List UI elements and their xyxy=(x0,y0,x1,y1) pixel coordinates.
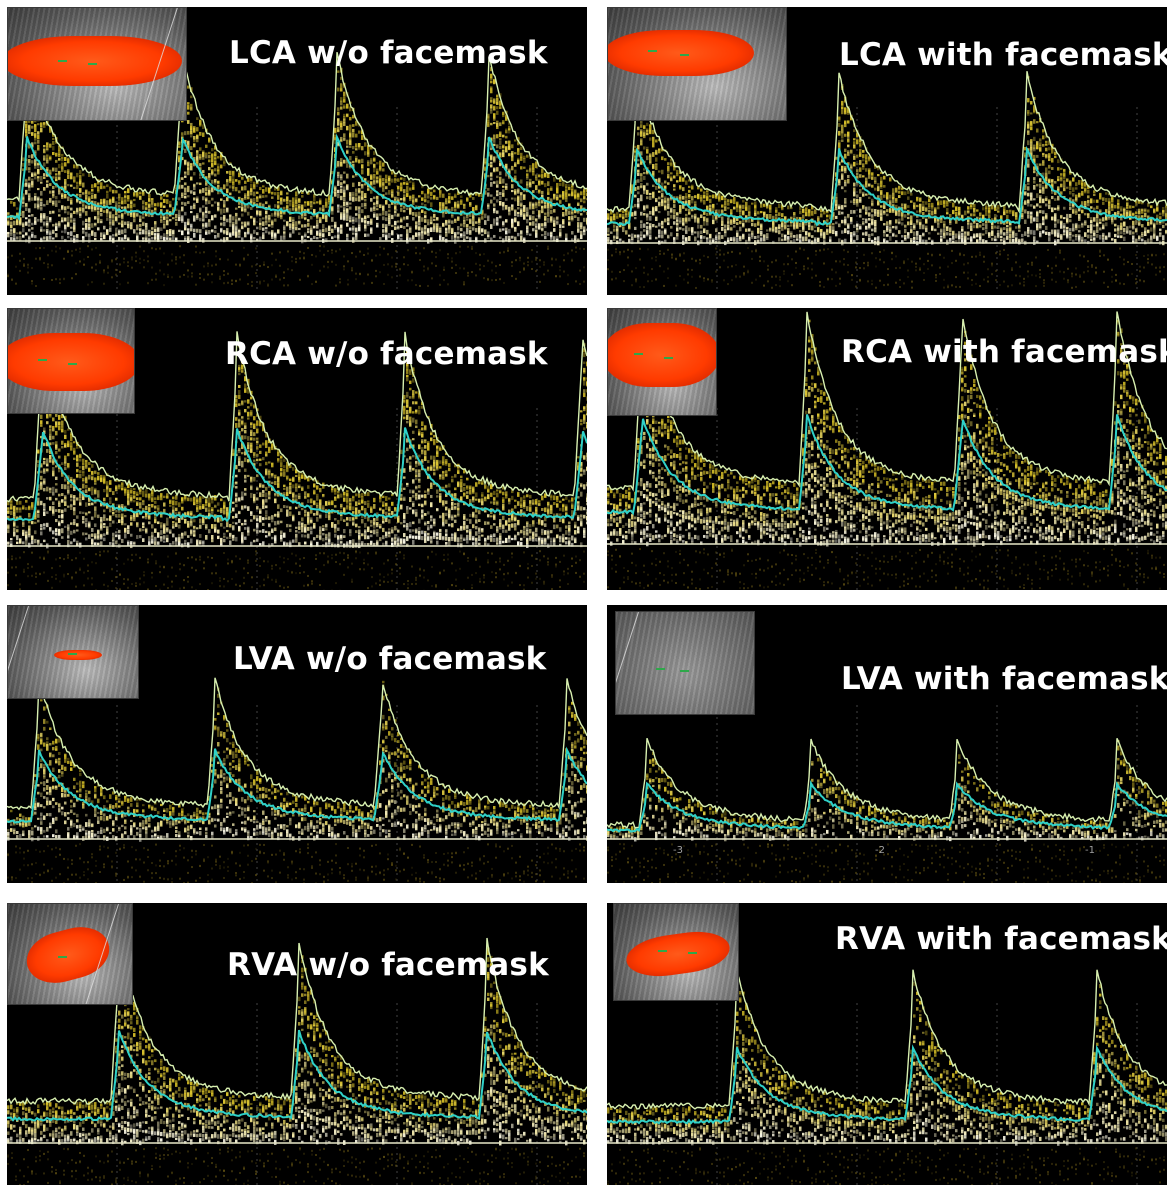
panel-title: RVA w/o facemask xyxy=(227,947,549,983)
spectral-fill xyxy=(607,982,1167,1146)
mean-velocity-trace xyxy=(607,780,1167,833)
panel-rva-with: RVA with facemask xyxy=(607,903,1167,1185)
reverse-flow-noise xyxy=(7,1147,585,1185)
panel-title: RCA w/o facemask xyxy=(225,336,548,372)
mean-velocity-trace xyxy=(607,145,1167,227)
doppler-inset-image xyxy=(7,7,187,121)
panel-lva-wo: LVA w/o facemask xyxy=(7,605,587,883)
mean-velocity-trace xyxy=(7,427,587,523)
peak-envelope xyxy=(607,969,1167,1110)
mean-velocity-trace xyxy=(7,746,587,824)
doppler-spectrum xyxy=(7,937,587,1185)
doppler-inset-image xyxy=(613,903,739,1001)
peak-envelope xyxy=(607,737,1167,829)
doppler-spectrum xyxy=(7,331,587,590)
doppler-inset-image xyxy=(7,308,135,414)
doppler-spectrum xyxy=(607,705,1167,883)
axis-tick: -2 xyxy=(875,845,885,856)
doppler-inset-image xyxy=(615,611,755,715)
peak-envelope xyxy=(607,311,1167,492)
peak-envelope xyxy=(607,71,1167,214)
peak-envelope xyxy=(7,937,587,1106)
panel-rca-with: RCA with facemask xyxy=(607,308,1167,590)
panel-title: LCA w/o facemask xyxy=(229,35,548,71)
reverse-flow-noise xyxy=(607,1147,1165,1185)
reverse-flow-noise xyxy=(607,548,1165,590)
mean-velocity-trace xyxy=(607,1044,1167,1125)
spectral-fill xyxy=(7,343,587,549)
panel-rva-wo: RVA w/o facemask xyxy=(7,903,587,1185)
mean-velocity-trace xyxy=(7,133,587,221)
reverse-flow-noise xyxy=(607,843,1165,883)
doppler-inset-image xyxy=(7,903,133,1005)
panel-title: LVA w/o facemask xyxy=(233,641,547,677)
axis-tick: -3 xyxy=(673,845,683,856)
panel-lva-with: LVA with facemask -3 -2 -1 xyxy=(607,605,1167,883)
doppler-inset-image xyxy=(607,7,787,121)
peak-envelope xyxy=(7,331,587,503)
axis-tick: -1 xyxy=(1085,845,1095,856)
reverse-flow-noise xyxy=(7,550,585,590)
panel-rca-wo: RCA w/o facemask xyxy=(7,308,587,590)
panel-title: RVA with facemask xyxy=(835,921,1167,957)
spectral-fill xyxy=(7,947,587,1146)
panel-lca-with: LCA with facemask xyxy=(607,7,1167,295)
doppler-spectrum xyxy=(607,969,1167,1185)
panel-lca-wo: LCA w/o facemask xyxy=(7,7,587,295)
panel-title: RCA with facemask xyxy=(841,334,1167,370)
reverse-flow-noise xyxy=(607,247,1165,289)
peak-envelope xyxy=(7,677,587,811)
mean-velocity-trace xyxy=(7,1029,587,1122)
doppler-inset-image xyxy=(7,605,139,699)
doppler-spectrum xyxy=(7,51,587,289)
peak-envelope xyxy=(7,51,587,203)
panel-title: LCA with facemask xyxy=(839,37,1167,73)
doppler-inset-image xyxy=(607,308,717,416)
reverse-flow-noise xyxy=(7,245,585,287)
reverse-flow-noise xyxy=(7,843,585,883)
doppler-spectrum xyxy=(607,71,1167,291)
mean-velocity-trace xyxy=(607,414,1167,516)
doppler-spectrum xyxy=(7,677,587,883)
panel-title: LVA with facemask xyxy=(841,661,1167,697)
